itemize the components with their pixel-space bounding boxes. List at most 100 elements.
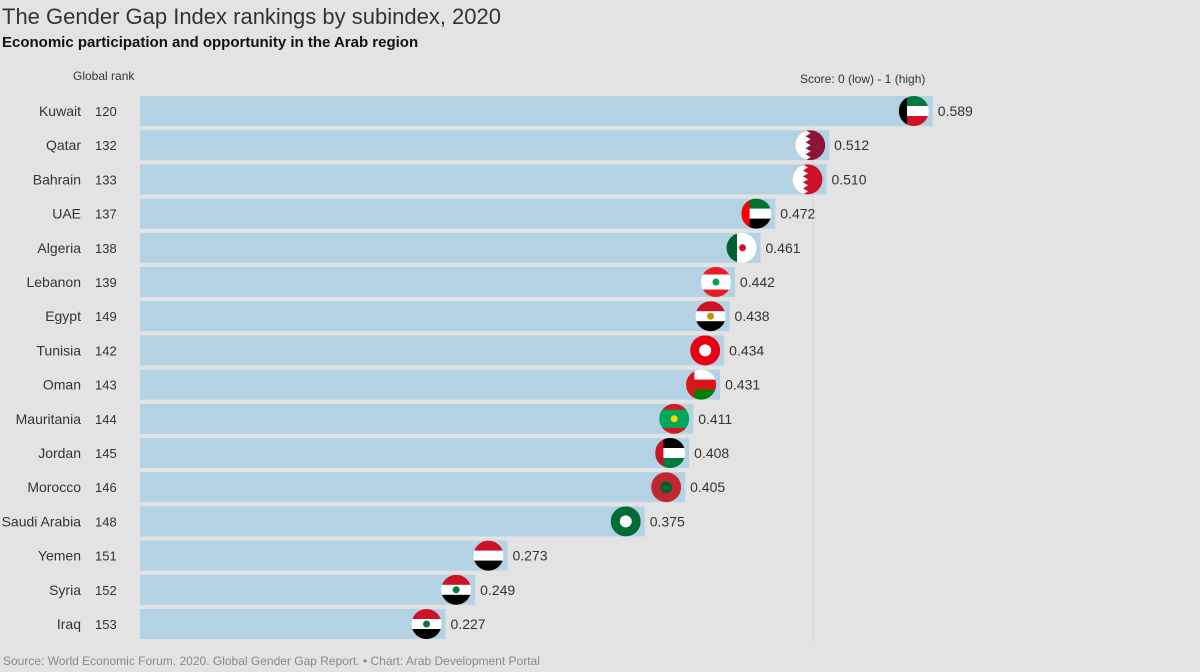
country-label: Tunisia <box>36 342 81 358</box>
value-label: 0.411 <box>698 411 732 427</box>
flag-icon-bahrain <box>792 164 823 195</box>
bar-row: Egypt 149 0.438 <box>45 301 770 332</box>
country-label: Jordan <box>38 445 81 461</box>
value-label: 0.438 <box>735 308 770 324</box>
bar-row: Qatar 132 0.512 <box>46 130 869 161</box>
bar-row: Yemen 151 0.273 <box>38 540 548 571</box>
bar-row: UAE 137 0.472 <box>52 198 816 229</box>
country-label: Kuwait <box>39 103 81 119</box>
bar <box>140 130 830 161</box>
bar-row: Saudi Arabia 148 0.375 <box>2 506 685 537</box>
rank-label: 139 <box>95 275 117 290</box>
flag-icon-saudi-arabia <box>610 506 641 537</box>
bar <box>140 403 694 434</box>
rank-label: 153 <box>95 617 117 632</box>
bar <box>140 232 761 263</box>
value-label: 0.442 <box>740 274 775 290</box>
bar-row: Morocco 146 0.405 <box>27 472 725 503</box>
bar <box>140 198 776 229</box>
rank-label: 148 <box>95 514 117 529</box>
value-label: 0.227 <box>451 616 486 632</box>
value-label: 0.408 <box>694 445 729 461</box>
bar-row: Lebanon 139 0.442 <box>26 267 775 297</box>
country-label: Iraq <box>57 616 81 632</box>
bar <box>140 164 827 195</box>
rank-label: 120 <box>95 104 117 119</box>
rank-column-header: Global rank <box>73 69 135 83</box>
country-label: Lebanon <box>26 274 81 290</box>
score-scale-note: Score: 0 (low) - 1 (high) <box>800 72 926 86</box>
bar <box>140 369 721 400</box>
chart-subtitle: Economic participation and opportunity i… <box>2 34 419 51</box>
rank-label: 151 <box>95 549 117 564</box>
rank-label: 146 <box>95 480 117 495</box>
country-label: Qatar <box>46 137 81 153</box>
flag-icon-algeria <box>726 232 757 263</box>
value-label: 0.375 <box>650 513 685 529</box>
country-label: Yemen <box>38 548 81 564</box>
value-label: 0.431 <box>725 377 760 393</box>
bar <box>140 335 725 366</box>
rank-label: 144 <box>95 412 117 427</box>
rank-label: 137 <box>95 207 117 222</box>
bar <box>140 96 933 126</box>
bar-row: Mauritania 144 0.411 <box>16 403 732 434</box>
country-label: Bahrain <box>33 171 81 187</box>
value-label: 0.512 <box>834 137 869 153</box>
flag-icon-lebanon <box>700 267 731 297</box>
bar <box>140 609 446 639</box>
bar <box>140 267 735 297</box>
flag-icon-mauritania <box>659 403 690 434</box>
value-label: 0.405 <box>690 479 725 495</box>
bar-row: Jordan 145 0.408 <box>38 438 729 468</box>
flag-icon-yemen <box>473 540 504 571</box>
bar <box>140 472 686 503</box>
rank-label: 138 <box>95 241 117 256</box>
bar-row: Syria 152 0.249 <box>49 574 515 605</box>
value-label: 0.472 <box>780 206 815 222</box>
flag-icon-egypt <box>695 301 726 332</box>
bar <box>140 574 476 605</box>
bar <box>140 506 645 537</box>
country-label: Morocco <box>27 479 81 495</box>
bar-row: Iraq 153 0.227 <box>57 609 486 639</box>
flag-icon-tunisia <box>690 335 721 366</box>
bar-row: Bahrain 133 0.510 <box>33 164 867 195</box>
country-label: Algeria <box>37 240 81 256</box>
flag-icon-jordan <box>655 438 686 468</box>
rank-label: 152 <box>95 583 117 598</box>
bar-row: Kuwait 120 0.589 <box>39 96 973 126</box>
bar-row: Algeria 138 0.461 <box>37 232 801 263</box>
source-note: Source: World Economic Forum. 2020. Glob… <box>3 654 540 668</box>
flag-icon-iraq <box>411 609 442 639</box>
value-label: 0.589 <box>938 103 973 119</box>
bar <box>140 540 508 571</box>
value-label: 0.273 <box>512 548 547 564</box>
bar <box>140 301 730 332</box>
rank-label: 149 <box>95 309 117 324</box>
value-label: 0.510 <box>831 171 866 187</box>
bar <box>140 438 690 468</box>
rank-label: 143 <box>95 378 117 393</box>
chart-title: The Gender Gap Index rankings by subinde… <box>2 4 501 29</box>
flag-icon-qatar <box>795 130 826 161</box>
country-label: Saudi Arabia <box>2 513 82 529</box>
bar-row: Oman 143 0.431 <box>43 369 760 400</box>
country-label: Mauritania <box>16 411 82 427</box>
bar-row: Tunisia 142 0.434 <box>36 335 764 366</box>
rank-label: 145 <box>95 446 117 461</box>
country-label: Oman <box>43 377 81 393</box>
flag-icon-uae <box>741 198 772 229</box>
value-label: 0.461 <box>766 240 801 256</box>
value-label: 0.434 <box>729 342 764 358</box>
country-label: UAE <box>52 206 81 222</box>
flag-icon-morocco <box>651 472 682 503</box>
flag-icon-kuwait <box>898 96 929 126</box>
rank-label: 133 <box>95 172 117 187</box>
country-label: Egypt <box>45 308 81 324</box>
flag-icon-oman <box>686 369 717 400</box>
value-label: 0.249 <box>480 582 515 598</box>
rank-label: 142 <box>95 343 117 358</box>
